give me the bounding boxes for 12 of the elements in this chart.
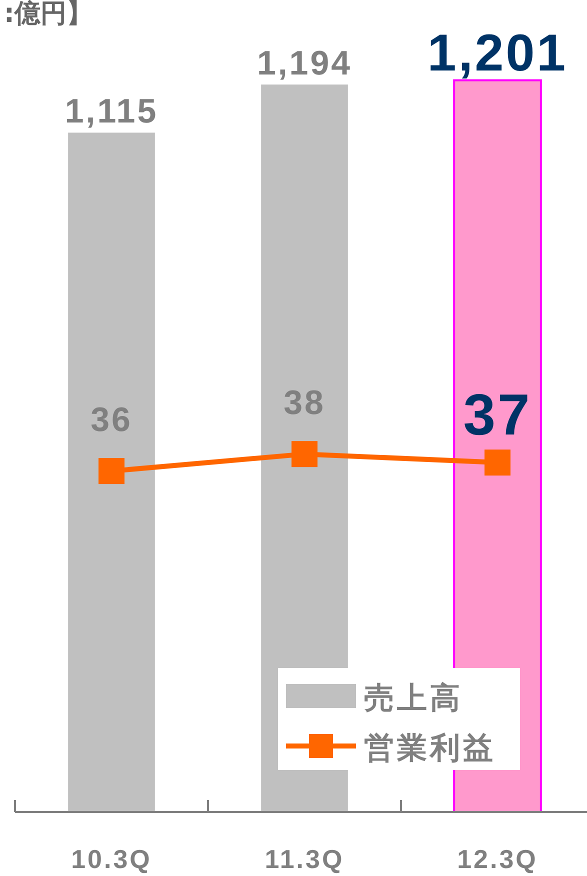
x-tick-label: 11.3Q: [264, 844, 344, 874]
data-label: 1,115: [64, 92, 158, 131]
legend-label: 売上高: [364, 681, 463, 716]
legend-label: 営業利益: [364, 731, 496, 766]
x-tick-label: 12.3Q: [457, 844, 538, 874]
data-label: 38: [284, 384, 326, 422]
data-label: 1,201: [427, 24, 568, 82]
chart-title: :億円】: [4, 0, 92, 29]
data-label: 36: [90, 401, 132, 440]
data-label: 1,194: [256, 44, 352, 83]
x-tick-label: 10.3Q: [71, 844, 152, 874]
data-label: 37: [463, 382, 532, 448]
